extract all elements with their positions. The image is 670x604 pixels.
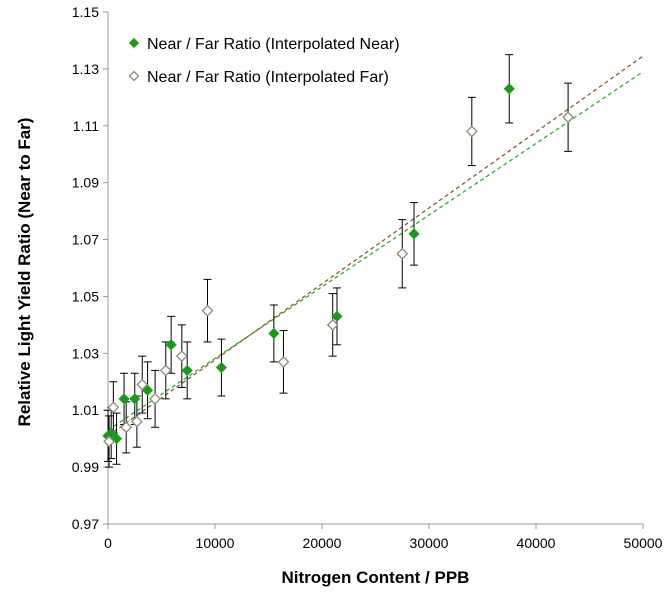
point-open-diamond <box>159 364 172 377</box>
y-tick-label: 1.01 <box>72 402 99 418</box>
point-filled-diamond <box>181 364 193 376</box>
point-open-diamond <box>562 111 575 124</box>
y-tick-label: 1.15 <box>72 4 99 20</box>
point-open-diamond <box>130 415 143 428</box>
point-filled-diamond <box>408 228 420 240</box>
legend-label-near: Near / Far Ratio (Interpolated Near) <box>147 36 400 53</box>
legend-item-near: Near / Far Ratio (Interpolated Near) <box>128 36 400 53</box>
point-open-diamond <box>277 355 290 368</box>
legend-label-far: Near / Far Ratio (Interpolated Far) <box>147 69 389 86</box>
y-tick-label: 1.05 <box>72 288 99 304</box>
point-filled-diamond <box>165 339 177 351</box>
legend-marker-open-diamond <box>128 70 140 82</box>
x-tick-label: 20000 <box>303 535 342 551</box>
point-open-diamond <box>107 401 120 414</box>
y-tick-label: 0.97 <box>72 516 99 532</box>
tick-labels: 0.97 0.99 1.01 1.03 1.05 1.07 1.09 1.11 1.13 1.15… <box>72 4 663 551</box>
point-open-diamond <box>149 392 161 405</box>
point-filled-diamond <box>268 327 280 339</box>
error-bars <box>104 54 573 468</box>
point-filled-diamond <box>503 83 515 95</box>
point-open-diamond <box>326 318 339 331</box>
y-tick-label: 0.99 <box>72 459 99 475</box>
x-axis-title: Nitrogen Content / PPB <box>282 568 470 587</box>
legend-item-far: Near / Far Ratio (Interpolated Far) <box>128 69 389 86</box>
point-open-diamond <box>120 421 133 434</box>
trendline-near <box>107 71 644 431</box>
axes <box>107 12 643 525</box>
y-tick-label: 1.11 <box>73 118 99 134</box>
y-tick-label: 1.09 <box>72 175 99 191</box>
data-points <box>102 83 575 448</box>
point-filled-diamond <box>129 393 141 405</box>
x-tick-label: 0 <box>104 535 112 551</box>
point-filled-diamond <box>142 384 154 396</box>
point-filled-diamond <box>110 433 123 445</box>
trendline-far <box>107 55 644 437</box>
trend-lines <box>107 55 644 437</box>
point-open-diamond <box>136 378 149 391</box>
point-open-diamond <box>465 125 478 138</box>
y-tick-label: 1.13 <box>72 61 99 77</box>
y-tick-label: 1.07 <box>72 232 99 248</box>
x-tick-label: 30000 <box>410 535 449 551</box>
y-tick-label: 1.03 <box>72 345 99 361</box>
point-open-diamond <box>201 304 214 317</box>
point-filled-diamond <box>118 393 130 405</box>
point-open-diamond <box>103 435 115 448</box>
point-filled-diamond <box>331 310 343 322</box>
y-axis-title: Relative Light Yield Ratio (Near to Far) <box>15 118 34 427</box>
x-tick-label: 40000 <box>517 535 556 551</box>
point-filled-diamond <box>215 361 227 374</box>
x-tick-label: 10000 <box>196 535 235 551</box>
point-open-diamond <box>396 247 409 260</box>
point-open-diamond <box>175 350 188 363</box>
x-tick-label: 50000 <box>624 535 663 551</box>
legend: Near / Far Ratio (Interpolated Near) Nea… <box>128 36 400 86</box>
legend-marker-filled-diamond <box>128 37 140 49</box>
